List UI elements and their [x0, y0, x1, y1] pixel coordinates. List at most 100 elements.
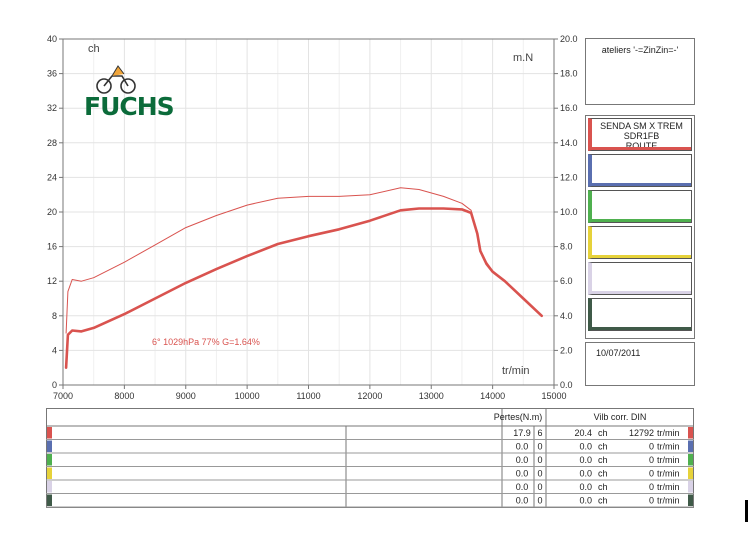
legend-color-strip [592, 183, 691, 186]
x-tick-label: 12000 [357, 391, 382, 401]
legend-slot-text [592, 191, 691, 193]
row-color-tab [688, 467, 693, 479]
din-header: Vilb corr. DIN [594, 412, 647, 422]
row-loss-value: 0.0 [516, 482, 529, 492]
row-color-tab [47, 440, 52, 452]
logo-text: FUCHS [84, 92, 175, 121]
legend-slot: SENDA SM X TREM SDR1FB ROUTE [588, 118, 692, 151]
row-color-tab [688, 440, 693, 452]
y-left-tick-label: 24 [47, 172, 57, 182]
axis-ticks: 7000 8000 9000 10000 11000 12000 13000 14000 150… [47, 34, 578, 401]
row-power-value: 0.0 [579, 482, 592, 492]
row-rpm-unit: tr/min [657, 428, 680, 438]
x-tick-label: 8000 [114, 391, 134, 401]
legend-slot [588, 226, 692, 259]
y-right-tick-label: 14.0 [560, 138, 578, 148]
row-color-tab [688, 427, 693, 439]
legend-color-strip [592, 147, 691, 150]
row-rpm-value: 0 [649, 455, 654, 465]
row-loss-secondary: 0 [537, 469, 542, 479]
legend-slot-text [592, 155, 691, 157]
legend-slot [588, 154, 692, 187]
row-power-value: 20.4 [574, 428, 592, 438]
row-rpm-unit: tr/min [657, 455, 680, 465]
y-left-tick-label: 20 [47, 207, 57, 217]
y-right-tick-label: 12.0 [560, 172, 578, 182]
y-left-tick-label: 12 [47, 276, 57, 286]
y-left-axis-label: ch [88, 43, 100, 55]
x-tick-label: 10000 [235, 391, 260, 401]
x-tick-label: 13000 [419, 391, 444, 401]
legend-slot [588, 298, 692, 331]
y-left-tick-label: 40 [47, 34, 57, 44]
row-rpm-value: 0 [649, 442, 654, 452]
header-box-text: ateliers '-=ZinZin=-' [601, 45, 679, 55]
legend-line: ROUTE [625, 141, 658, 151]
y-right-tick-label: 16.0 [560, 103, 578, 113]
y-right-tick-label: 10.0 [560, 207, 578, 217]
y-right-tick-label: 0.0 [560, 380, 573, 390]
legend-slot-text [592, 263, 691, 265]
conditions-annotation: 6° 1029hPa 77% G=1.64% [152, 337, 260, 347]
motorcycle-icon [96, 65, 136, 94]
row-loss-secondary: 0 [537, 455, 542, 465]
row-power-unit: ch [598, 428, 608, 438]
y-right-tick-label: 18.0 [560, 69, 578, 79]
row-rpm-value: 0 [649, 482, 654, 492]
fuchs-logo [96, 65, 136, 94]
legend-color-strip [592, 291, 691, 294]
row-power-value: 0.0 [579, 455, 592, 465]
y-left-tick-label: 4 [52, 345, 57, 355]
legend-slot [588, 262, 692, 295]
row-rpm-unit: tr/min [657, 496, 680, 506]
row-loss-secondary: 6 [537, 428, 542, 438]
y-left-tick-label: 16 [47, 242, 57, 252]
legend-slot-text [592, 299, 691, 301]
row-loss-value: 0.0 [516, 455, 529, 465]
row-rpm-value: 0 [649, 469, 654, 479]
row-color-tab [688, 494, 693, 506]
y-left-tick-label: 28 [47, 138, 57, 148]
edge-mark [745, 500, 748, 522]
row-color-tab [47, 454, 52, 466]
row-power-unit: ch [598, 469, 608, 479]
row-color-tab [688, 454, 693, 466]
row-color-tab [47, 427, 52, 439]
legend-line: SENDA SM X TREM [600, 121, 683, 131]
y-right-tick-label: 2.0 [560, 345, 573, 355]
row-rpm-unit: tr/min [657, 442, 680, 452]
y-right-tick-label: 4.0 [560, 311, 573, 321]
y-right-tick-label: 6.0 [560, 276, 573, 286]
header-box: ateliers '-=ZinZin=-' [585, 38, 695, 105]
row-rpm-unit: tr/min [657, 482, 680, 492]
row-loss-secondary: 0 [537, 442, 542, 452]
row-power-unit: ch [598, 482, 608, 492]
x-tick-label: 14000 [480, 391, 505, 401]
y-left-tick-label: 32 [47, 103, 57, 113]
legend-slot [588, 190, 692, 223]
y-left-tick-label: 36 [47, 69, 57, 79]
row-color-tab [47, 494, 52, 506]
power-curve [64, 207, 544, 370]
row-power-unit: ch [598, 496, 608, 506]
legend-line: SDR1FB [623, 131, 660, 141]
row-color-tab [47, 481, 52, 493]
y-left-tick-label: 0 [52, 380, 57, 390]
row-color-tab [47, 467, 52, 479]
legend-slot-text [592, 227, 691, 229]
y-left-tick-label: 8 [52, 311, 57, 321]
date-box: 10/07/2011 [585, 342, 695, 386]
legend-color-strip [592, 327, 691, 330]
x-tick-label: 7000 [53, 391, 73, 401]
row-loss-value: 17.9 [513, 428, 531, 438]
row-loss-secondary: 0 [537, 482, 542, 492]
torque-curve [65, 187, 543, 334]
date-text: 10/07/2011 [596, 348, 641, 358]
row-loss-value: 0.0 [516, 469, 529, 479]
row-power-value: 0.0 [579, 496, 592, 506]
row-power-unit: ch [598, 455, 608, 465]
y-right-tick-label: 20.0 [560, 34, 578, 44]
y-right-tick-label: 8.0 [560, 242, 573, 252]
chart-series [64, 187, 544, 370]
